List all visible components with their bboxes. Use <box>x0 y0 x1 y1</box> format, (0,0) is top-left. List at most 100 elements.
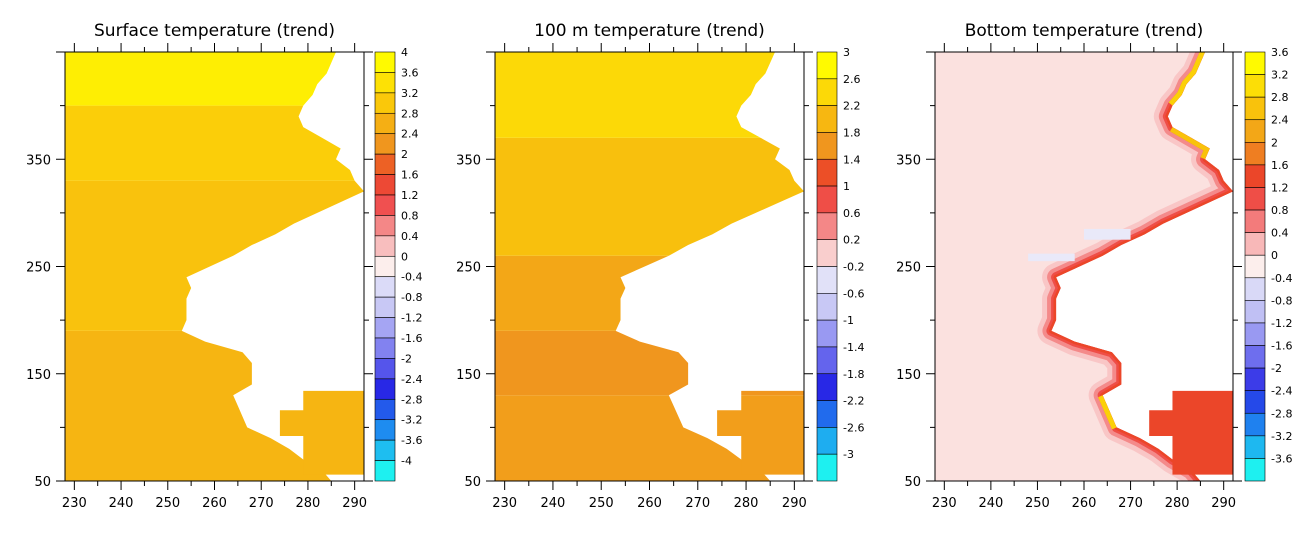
x-tick-label: 250 <box>155 496 180 511</box>
coastal-warm-patch <box>1169 122 1217 162</box>
colorbar-swatch <box>1244 164 1266 188</box>
colorbar-swatch <box>374 133 396 155</box>
colorbar-tick-label: 2.4 <box>1271 114 1289 127</box>
colorbar-tick-label: 0.2 <box>843 234 861 247</box>
colorbar-swatch <box>374 51 396 73</box>
y-tick-label: 250 <box>896 261 921 276</box>
colorbar-swatch <box>816 319 838 348</box>
y-tick-label: 150 <box>896 368 921 383</box>
x-tick-label: 290 <box>1211 496 1236 511</box>
colorbar-tick-label: 0.6 <box>843 207 861 220</box>
panel-title: Surface temperature (trend) <box>94 21 335 41</box>
colorbar-swatch <box>816 132 838 160</box>
colorbar-swatch <box>816 185 838 214</box>
y-tick-label: 50 <box>34 475 51 490</box>
colorbar-tick-label: 1.6 <box>401 169 419 182</box>
colorbar-tick-label: -1.4 <box>843 341 864 354</box>
colorbar-swatch <box>1244 435 1266 459</box>
colorbar-tick-label: -1.6 <box>401 332 422 345</box>
colorbar-tick-label: -3.2 <box>401 414 422 427</box>
colorbar-swatch <box>1244 390 1266 414</box>
y-tick-label: 350 <box>896 153 921 168</box>
negative-patch <box>1084 228 1131 240</box>
colorbar-swatch <box>374 72 396 94</box>
colorbar-swatch <box>816 453 838 482</box>
colorbar-tick-label: 2.8 <box>401 107 419 120</box>
colorbar: 3.6 3.2 2.8 2.4 2 1.6 1.2 0.8 0.4 0 -0.4 -0.8 -1.2 -1… <box>1244 46 1292 482</box>
y-tick-label: 350 <box>26 153 51 168</box>
colorbar-tick-label: 2 <box>1271 136 1278 149</box>
colorbar-swatch <box>816 346 838 375</box>
colorbar-tick-label: -2.6 <box>843 421 864 434</box>
y-tick-label: 250 <box>26 261 51 276</box>
colorbar-swatch <box>816 400 838 428</box>
colorbar-swatch <box>816 212 838 240</box>
x-tick-label: 260 <box>1072 496 1097 511</box>
panel-title: 100 m temperature (trend) <box>534 21 765 41</box>
surface-temperature-panel: Surface temperature (trend)230 240 250 260 2… <box>26 21 422 511</box>
field-band <box>65 105 364 181</box>
x-tick-label: 280 <box>296 496 321 511</box>
colorbar-swatch <box>374 398 396 421</box>
colorbar-tick-label: 0 <box>1271 249 1278 262</box>
colorbar-swatch <box>816 239 838 267</box>
x-tick-label: 260 <box>202 496 227 511</box>
colorbar-tick-label: -4 <box>401 455 412 468</box>
island-band <box>717 390 804 396</box>
colorbar-swatch <box>374 337 396 359</box>
colorbar-tick-label: 2.2 <box>843 100 861 113</box>
y-tick-label: 50 <box>464 475 481 490</box>
y-tick-label: 150 <box>456 368 481 383</box>
colorbar-tick-label: 3.2 <box>401 87 419 100</box>
x-tick-label: 230 <box>62 496 87 511</box>
colorbar-tick-label: -2 <box>401 352 412 365</box>
x-tick-label: 290 <box>342 496 367 511</box>
x-tick-label: 240 <box>978 496 1003 511</box>
colorbar-swatch <box>374 255 396 278</box>
colorbar-swatch <box>374 276 396 298</box>
colorbar-swatch <box>1244 187 1266 211</box>
colorbar-tick-label: 1.8 <box>843 126 861 139</box>
colorbar-swatch <box>1244 367 1266 391</box>
colorbar-tick-label: 3 <box>843 46 850 59</box>
colorbar-tick-label: -0.2 <box>843 261 864 274</box>
colorbar-swatch <box>1244 96 1266 121</box>
x-tick-label: 280 <box>1165 496 1190 511</box>
colorbar-tick-label: 0.4 <box>401 230 419 243</box>
colorbar-swatch <box>1244 254 1266 279</box>
colorbar-tick-label: -2.8 <box>1271 407 1292 420</box>
field-band <box>495 137 804 256</box>
negative-patch <box>1028 253 1075 262</box>
colorbar-tick-label: -3.6 <box>1271 452 1292 465</box>
colorbar-tick-label: -2.8 <box>401 393 422 406</box>
colorbar-tick-label: 0.8 <box>1271 204 1289 217</box>
colorbar-tick-label: 2.6 <box>843 73 861 86</box>
colorbar-tick-label: 2 <box>401 148 408 161</box>
colorbar-swatch <box>1244 142 1266 166</box>
colorbar-swatch <box>374 296 396 318</box>
x-tick-label: 240 <box>109 496 134 511</box>
x-tick-label: 290 <box>782 496 807 511</box>
colorbar-tick-label: 1 <box>843 180 850 193</box>
colorbar: 3 2.6 2.2 1.8 1.4 1 0.6 0.2 -0.2 -0.6 -1 -1.4 -1.8 -2… <box>816 46 864 482</box>
colorbar-swatch <box>1244 277 1266 301</box>
bottom-temperature-panel: Bottom temperature (trend)230 240 250 260 27… <box>896 21 1292 511</box>
field-band <box>65 52 364 106</box>
colorbar-tick-label: 0.8 <box>401 209 419 222</box>
colorbar-swatch <box>816 266 838 294</box>
colorbar-swatch <box>1244 322 1266 346</box>
colorbar-tick-label: 1.2 <box>1271 181 1289 194</box>
colorbar-swatch <box>374 378 396 400</box>
colorbar-swatch <box>374 460 396 482</box>
colorbar-tick-label: -2.2 <box>843 395 864 408</box>
colorbar-swatch <box>374 235 396 257</box>
colorbar-swatch <box>374 153 396 175</box>
colorbar-swatch <box>1244 209 1266 233</box>
colorbar-swatch <box>816 78 838 106</box>
colorbar-swatch <box>816 105 838 133</box>
colorbar-swatch <box>374 439 396 461</box>
colorbar-swatch <box>374 174 396 196</box>
colorbar-swatch <box>1244 119 1266 143</box>
colorbar-swatch <box>1244 345 1266 369</box>
